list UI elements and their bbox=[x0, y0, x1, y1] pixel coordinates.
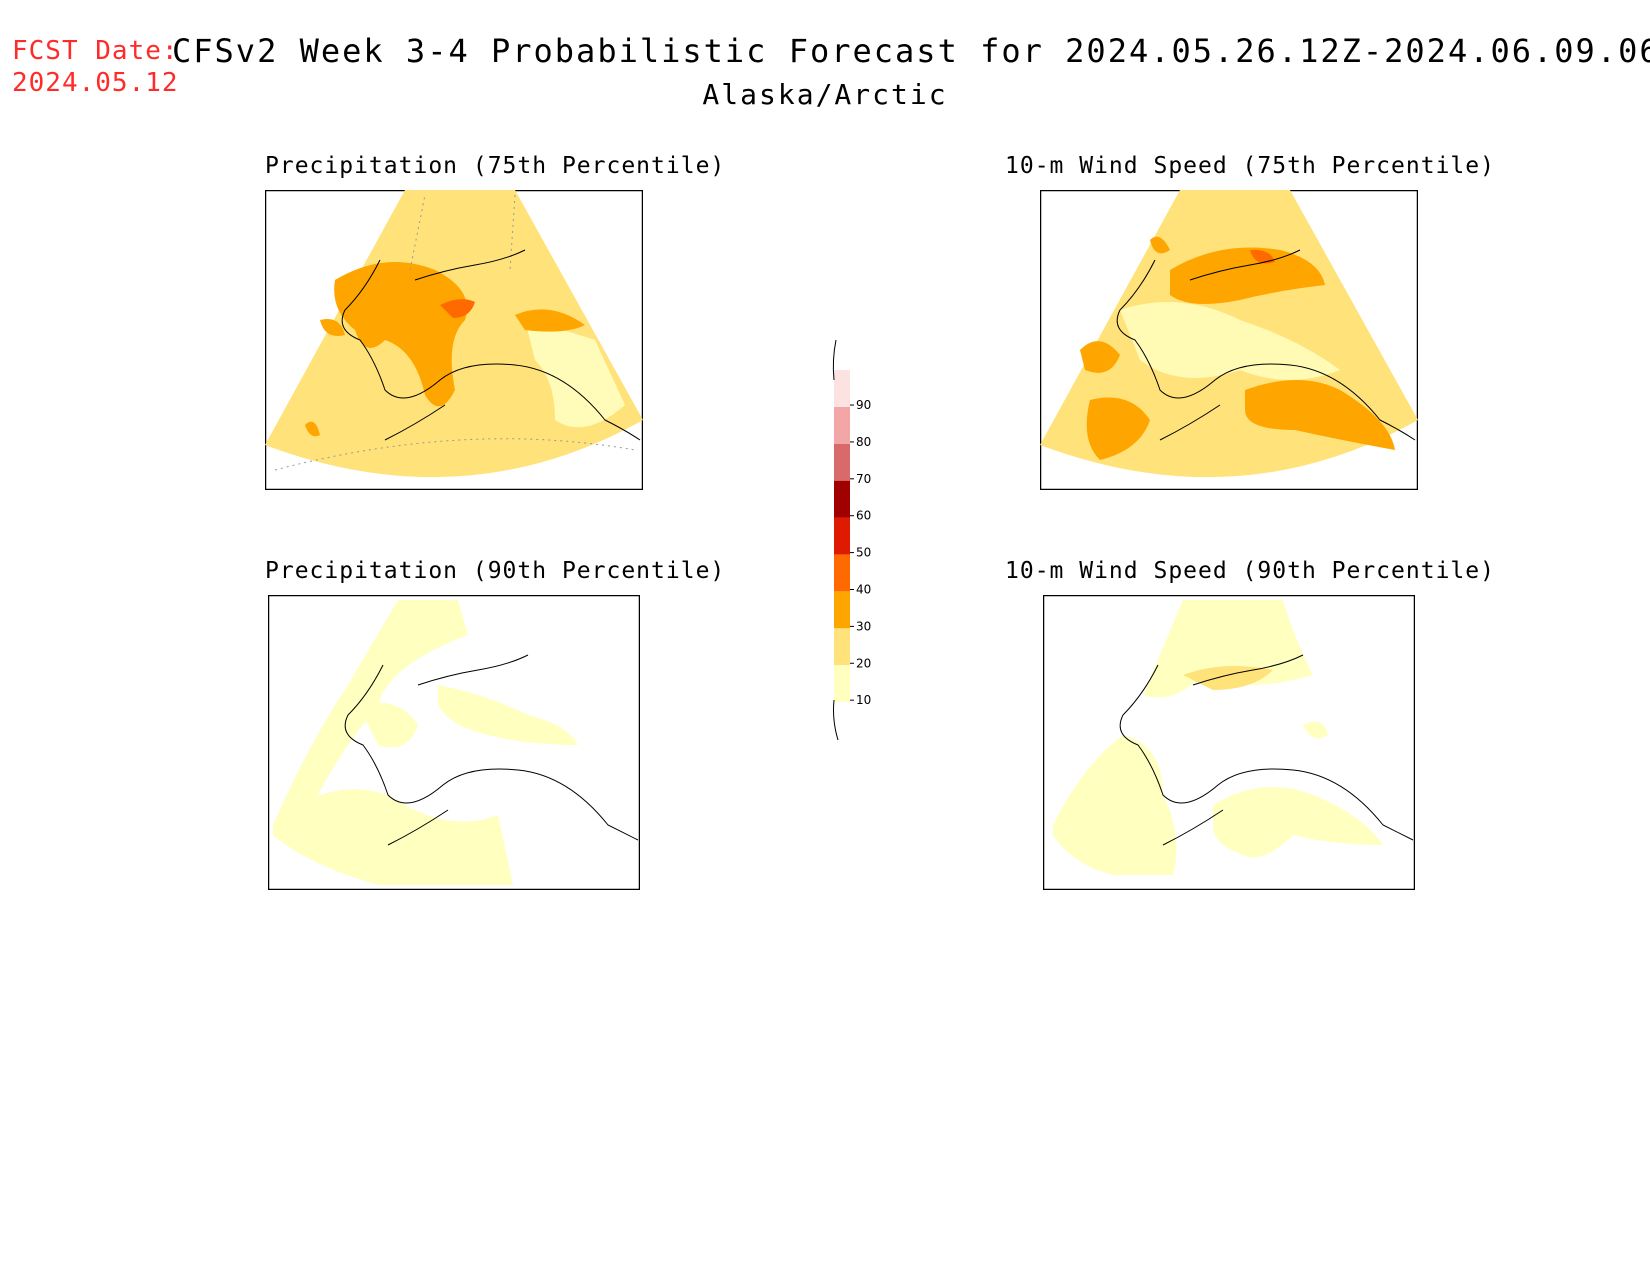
main-title: CFSv2 Week 3-4 Probabilistic Forecast fo… bbox=[172, 32, 1650, 70]
colorbar-tick-label: 90 bbox=[856, 398, 871, 412]
map-precip-90 bbox=[268, 595, 640, 890]
colorbar-segment bbox=[834, 591, 850, 629]
colorbar-tick-label: 10 bbox=[856, 693, 871, 707]
colorbar-tick-label: 20 bbox=[856, 656, 871, 670]
panel-title-precip-75: Precipitation (75th Percentile) bbox=[265, 153, 726, 179]
panel-title-wind-75: 10-m Wind Speed (75th Percentile) bbox=[1005, 153, 1495, 179]
colorbar-segment bbox=[834, 517, 850, 555]
colorbar-tick-label: 60 bbox=[856, 509, 871, 523]
colorbar-tick-label: 30 bbox=[856, 619, 871, 633]
colorbar-tick-label: 50 bbox=[856, 546, 871, 560]
colorbar-segment bbox=[834, 628, 850, 666]
map-wind-90 bbox=[1043, 595, 1415, 890]
colorbar: 10 20 30 40 50 60 70 80 90 bbox=[812, 330, 902, 750]
colorbar-tick-label: 80 bbox=[856, 435, 871, 449]
colorbar-segment bbox=[834, 665, 850, 702]
colorbar-segment bbox=[834, 480, 850, 518]
panel-title-wind-90: 10-m Wind Speed (90th Percentile) bbox=[1005, 558, 1495, 584]
fcst-date: 2024.05.12 bbox=[12, 68, 179, 98]
colorbar-segment bbox=[834, 554, 850, 592]
map-wind-75 bbox=[1040, 190, 1418, 490]
colorbar-segment bbox=[834, 443, 850, 481]
region-title: Alaska/Arctic bbox=[702, 78, 948, 111]
map-precip-75 bbox=[265, 190, 643, 490]
fcst-label: FCST Date: bbox=[12, 36, 179, 66]
colorbar-segment bbox=[834, 406, 850, 444]
colorbar-tick-label: 40 bbox=[856, 582, 871, 596]
panel-title-precip-90: Precipitation (90th Percentile) bbox=[265, 558, 726, 584]
colorbar-tick-label: 70 bbox=[856, 472, 871, 486]
colorbar-segment bbox=[834, 370, 850, 407]
